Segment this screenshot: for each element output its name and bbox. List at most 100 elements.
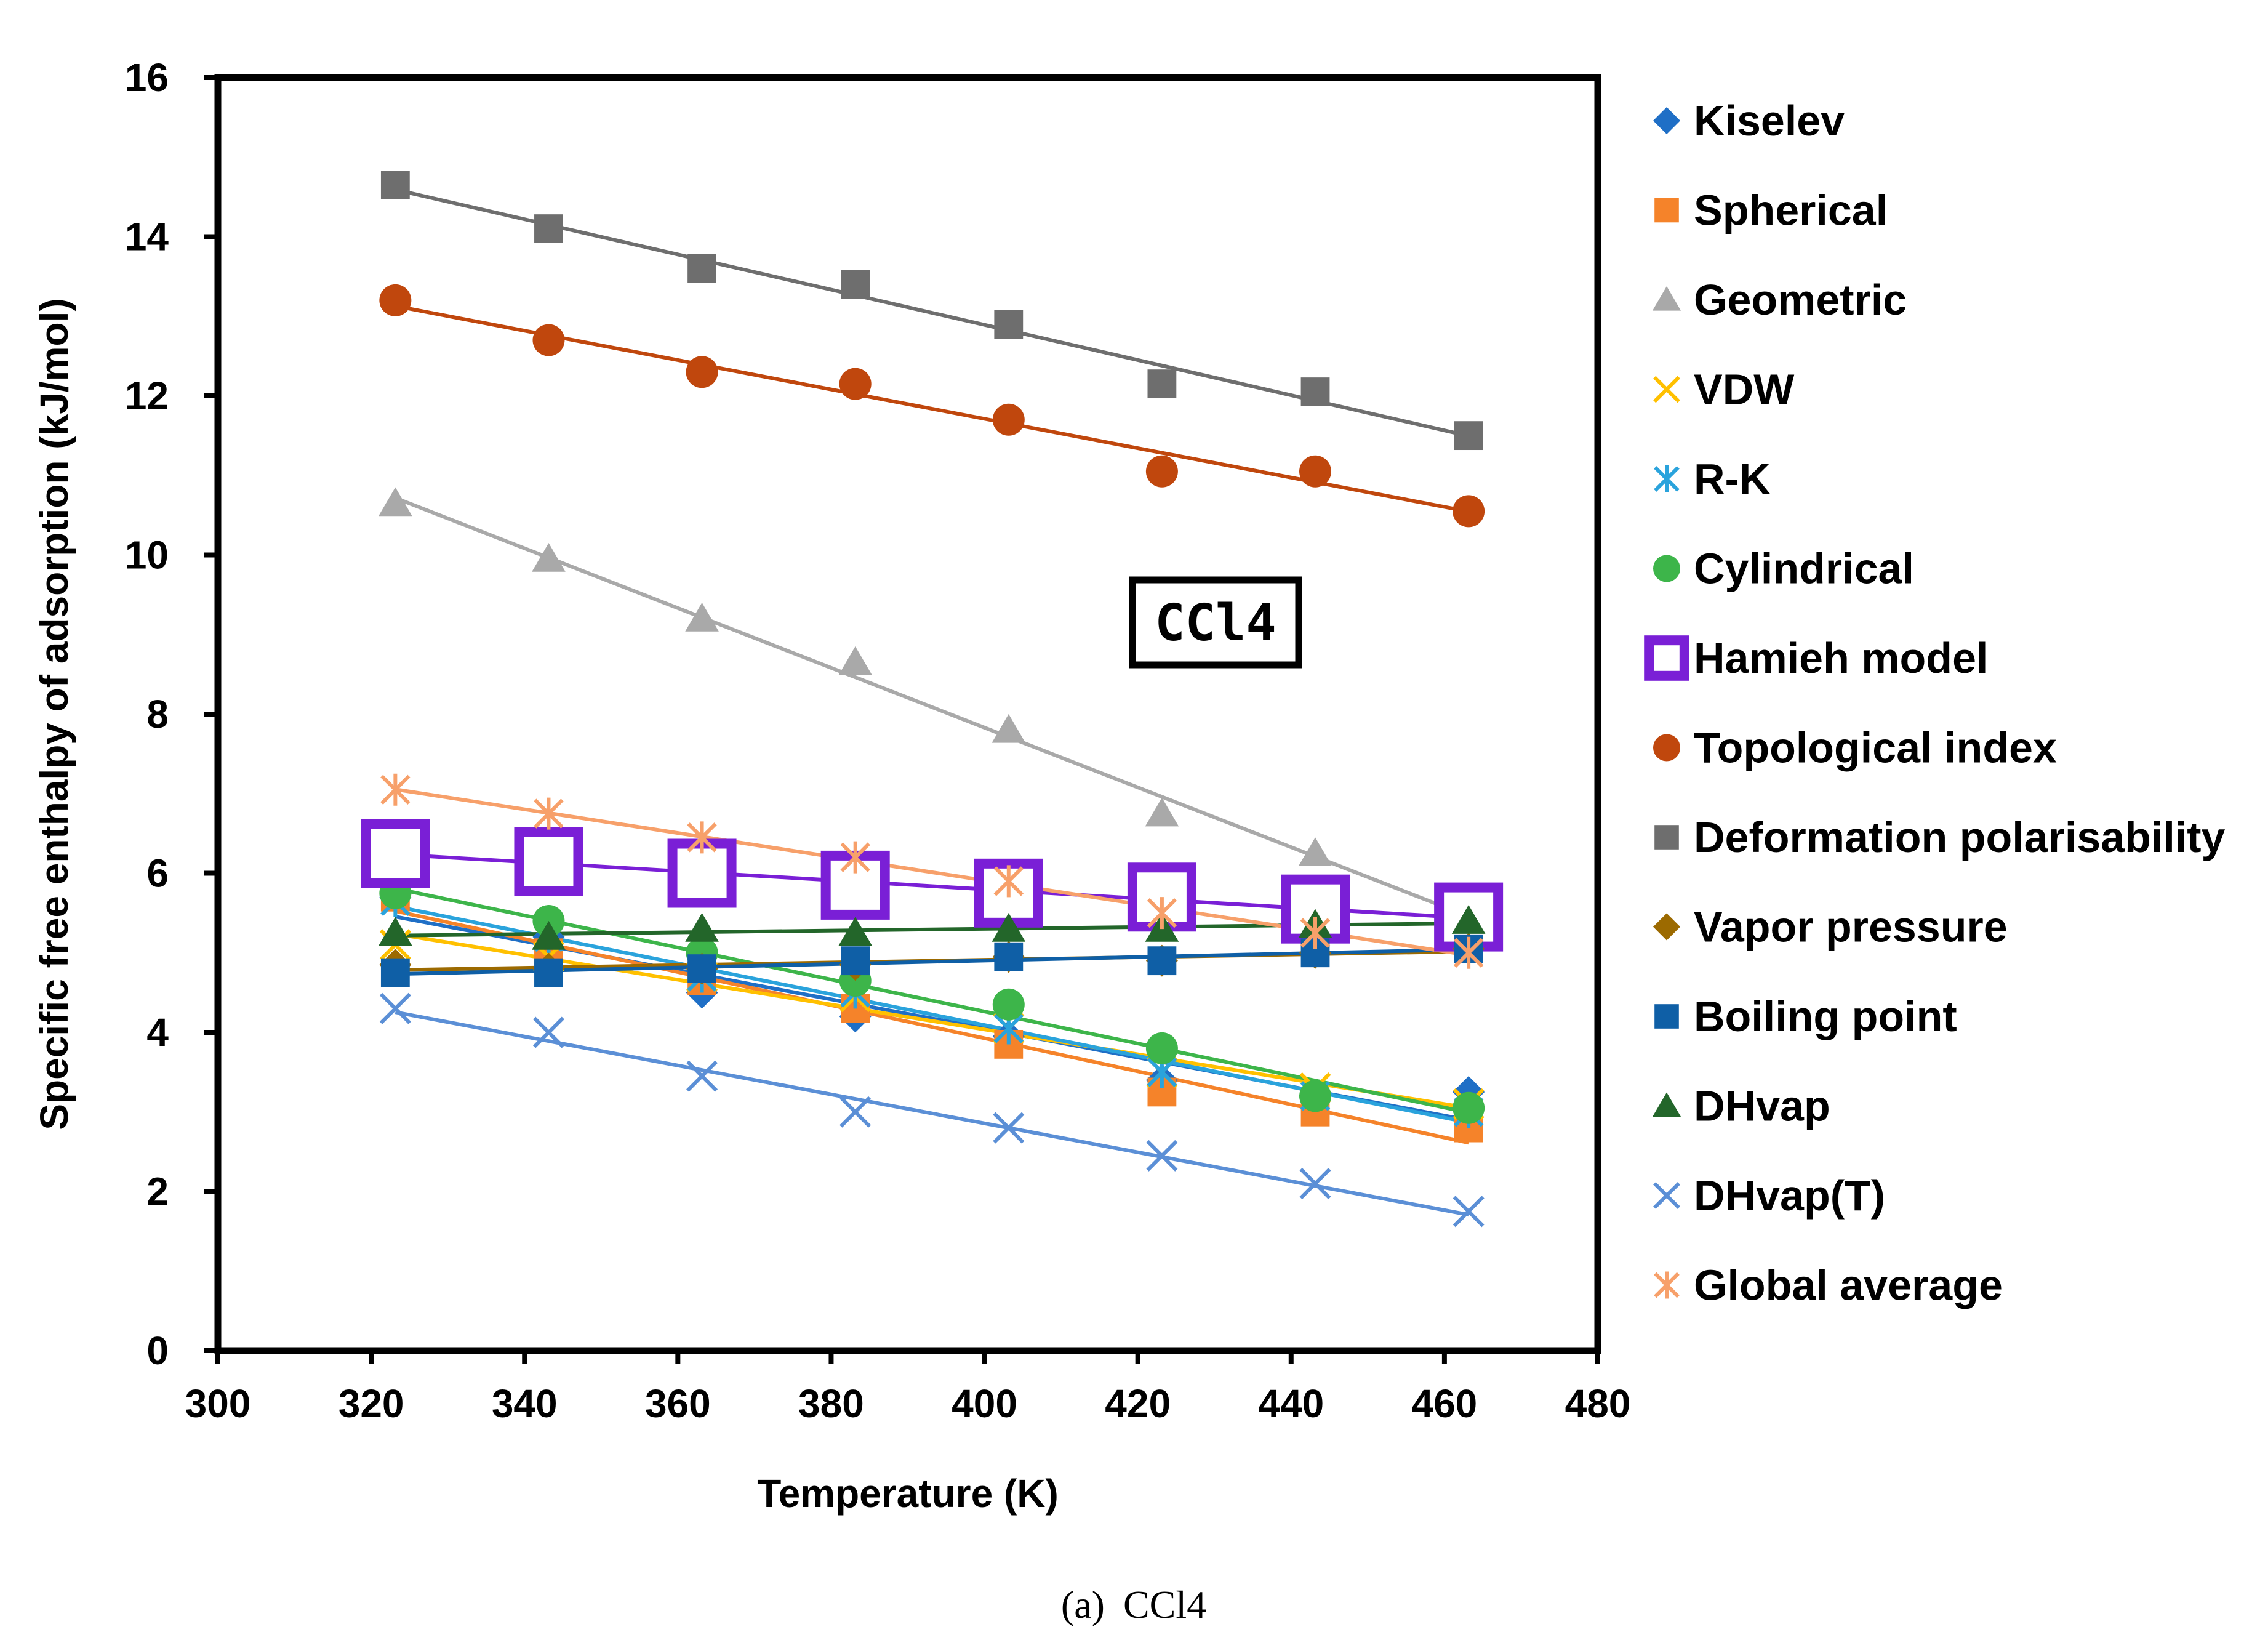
data-point-topological-index [379,284,412,316]
legend: Kiselev Spherical Geometric VDW R-K Cylindric… [1644,97,2226,1309]
y-tick-label: 16 [125,55,169,100]
y-tick-label: 8 [146,692,169,736]
data-point-deformation-polarisability [1454,421,1483,451]
data-point-deformation-polarisability [687,254,716,283]
legend-swatch-spherical [1654,198,1679,223]
caption-text: CCl4 [1123,1583,1206,1626]
data-point-boiling-point [687,954,716,983]
legend-label: Global average [1694,1261,2003,1309]
trendline-boiling-point [395,947,1469,976]
legend-item-r-k: R-K [1654,455,1770,503]
legend-label: Spherical [1694,187,1888,235]
legend-swatch-hamieh-model [1644,635,1689,681]
data-point-geometric [532,542,566,572]
annotation-label: CCl4 [1155,594,1276,653]
data-point-cylindrical [992,988,1025,1021]
data-point-geometric [685,602,719,632]
x-tick-label: 440 [1258,1381,1324,1426]
data-point-hamieh-model [514,827,583,896]
data-point-topological-index [1453,495,1485,528]
data-point-topological-index [1299,455,1332,488]
legend-item-vapor-pressure: Vapor pressure [1653,903,2008,951]
legend-item-geometric: Geometric [1652,276,1907,324]
legend-swatch-vapor-pressure [1653,913,1680,941]
legend-swatch-topological-index [1653,734,1680,762]
caption-label: (a) [1061,1583,1105,1626]
data-point-cylindrical [1453,1091,1485,1124]
x-tick-label: 400 [952,1381,1017,1426]
data-point-dhvap [992,912,1026,942]
legend-item-spherical: Spherical [1654,187,1888,235]
x-tick-label: 460 [1411,1381,1477,1426]
data-point-topological-index [992,403,1025,436]
data-point-dhvap [1451,905,1486,934]
data-point-global-average [380,773,411,806]
data-point-geometric [838,646,872,675]
legend-swatch-cylindrical [1653,555,1680,582]
data-point-global-average [1147,897,1177,930]
legend-swatch-kiselev [1653,107,1680,134]
legend-item-kiselev: Kiselev [1653,97,1845,145]
legend-swatch-dhvap-t [1653,1182,1680,1209]
legend-label: DHvap(T) [1694,1172,1885,1220]
data-point-deformation-polarisability [534,214,563,243]
data-point-deformation-polarisability [1300,377,1330,406]
trendline-cylindrical [395,886,1469,1115]
y-tick-label: 6 [146,851,169,896]
legend-label: Boiling point [1694,992,1957,1040]
y-tick-label: 0 [146,1328,169,1373]
legend-label: DHvap [1694,1082,1830,1130]
y-tick-label: 10 [125,533,169,577]
legend-label: Topological index [1694,724,2057,772]
trendline-geometric [395,496,1470,918]
data-point-dhvap-t [1453,1196,1485,1228]
data-point-deformation-polarisability [841,270,870,299]
x-tick-label: 300 [185,1381,251,1426]
legend-item-dhvap-t: DHvap(T) [1653,1172,1885,1220]
legend-swatch-dhvap [1652,1092,1681,1117]
legend-item-vdw: VDW [1653,366,1794,414]
trendline-dhvap-t [395,1010,1469,1217]
data-point-deformation-polarisability [380,171,410,199]
legend-label: Kiselev [1694,97,1845,145]
legend-label: R-K [1694,455,1770,503]
data-point-boiling-point [534,958,563,987]
data-point-hamieh-model [361,819,430,888]
legend-label: Cylindrical [1694,545,1914,593]
data-point-topological-index [839,368,872,400]
data-point-dhvap [685,912,719,942]
data-point-topological-index [532,324,565,356]
legend-label: Vapor pressure [1694,903,2008,951]
legend-item-topological-index: Topological index [1653,724,2057,772]
legend-label: Deformation polarisability [1694,813,2226,861]
data-point-deformation-polarisability [1147,369,1177,399]
legend-item-cylindrical: Cylindrical [1653,545,1914,593]
x-tick-label: 380 [798,1381,864,1426]
data-point-geometric [1298,837,1332,866]
data-point-dhvap-t [1299,1168,1331,1200]
legend-swatch-r-k [1654,465,1680,492]
legend-item-global-average: Global average [1654,1261,2003,1309]
data-point-boiling-point [841,946,870,976]
x-tick-label: 340 [492,1381,558,1426]
trendline-spherical [395,909,1469,1145]
legend-swatch-global-average [1654,1271,1680,1299]
annotation-frame [1129,576,1302,669]
data-point-cylindrical [1299,1080,1332,1112]
legend-swatch-deformation-polarisability [1654,825,1679,850]
legend-label: Hamieh model [1694,634,1988,682]
data-point-dhvap-t [993,1112,1025,1144]
data-point-dhvap-t [532,1016,564,1048]
data-point-global-average [534,797,564,830]
y-tick-label: 2 [146,1170,169,1214]
data-point-dhvap-t [686,1060,718,1092]
legend-item-hamieh-model: Hamieh model [1644,634,1988,682]
legend-swatch-geometric [1652,286,1681,311]
data-point-global-average [840,841,870,874]
x-tick-label: 360 [645,1381,711,1426]
data-point-deformation-polarisability [994,310,1024,339]
trendline-deformation-polarisability [395,188,1469,438]
x-axis-title: Temperature (K) [757,1471,1059,1516]
legend-label: VDW [1694,366,1794,414]
